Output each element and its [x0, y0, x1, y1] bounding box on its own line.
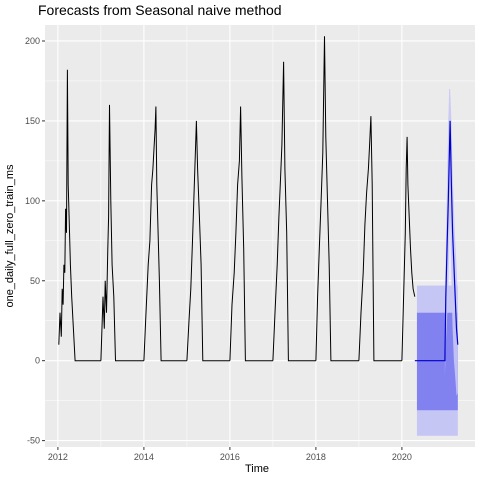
grid-lines	[45, 25, 475, 447]
prediction-interval-80	[416, 312, 458, 411]
historical-series-line	[358, 116, 402, 362]
x-axis-title: Time	[245, 463, 269, 475]
historical-series-line	[229, 106, 273, 362]
x-tick-label: 2012	[48, 452, 68, 462]
y-tick-label: 50	[30, 276, 40, 286]
y-tick-label: 100	[25, 196, 40, 206]
x-tick-label: 2014	[134, 452, 154, 462]
forecast-series-line	[414, 120, 459, 362]
y-tick-label: 150	[25, 116, 40, 126]
y-tick-label: -50	[27, 436, 40, 446]
series-lines	[58, 36, 459, 362]
historical-series-line	[58, 69, 101, 362]
forecast-interval-band	[444, 88, 458, 396]
historical-series-line	[401, 136, 416, 361]
historical-series-line	[272, 61, 316, 362]
x-tick-label: 2018	[306, 452, 326, 462]
axes: 2012 2014 2016 2018 2020 -50 0 50 100 150 200	[25, 36, 412, 462]
chart-title: Forecasts from Seasonal naive method	[38, 2, 282, 18]
y-tick-label: 0	[35, 356, 40, 366]
x-tick-label: 2016	[220, 452, 240, 462]
x-tick-label: 2020	[392, 452, 412, 462]
historical-series-line	[315, 36, 359, 362]
y-tick-label: 200	[25, 36, 40, 46]
historical-series-line	[186, 120, 230, 362]
y-axis-title: one_daily_full_zero_train_ms	[4, 164, 16, 308]
plot-panel	[45, 25, 475, 447]
historical-series-line	[100, 104, 144, 362]
historical-series-line	[143, 106, 187, 362]
